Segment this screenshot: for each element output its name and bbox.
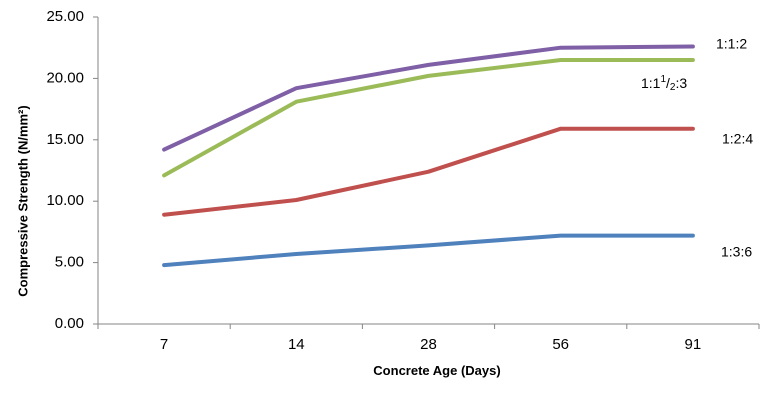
x-axis-title: Concrete Age (Days) (373, 363, 500, 378)
series-label: 1:2:4 (722, 131, 753, 147)
series-label: 1:3:6 (721, 244, 752, 260)
series-line (162, 58, 695, 178)
y-axis-title: Compressive Strength (N/mm²) (15, 105, 30, 296)
series-line (162, 233, 695, 268)
series-labels: 1:1:2 1:11/2:3 1:2:4 1:3:6 (641, 36, 753, 260)
series-line (162, 126, 695, 217)
axes (93, 16, 760, 329)
series-label: 1:11/2:3 (641, 74, 687, 93)
x-tick-label: 14 (288, 336, 305, 353)
x-tick-label: 7 (160, 336, 168, 353)
y-tick-labels: 0.00 5.00 10.00 15.00 20.00 25.00 (46, 8, 84, 332)
y-tick-label: 10.00 (46, 192, 84, 209)
series-line (162, 44, 695, 152)
y-tick-label: 20.00 (46, 69, 84, 86)
y-axis-title-group: Compressive Strength (N/mm²) (15, 105, 30, 296)
y-tick-label: 5.00 (55, 254, 84, 271)
x-tick-label: 56 (552, 336, 569, 353)
y-tick-label: 0.00 (55, 315, 84, 332)
y-tick-label: 25.00 (46, 8, 84, 25)
y-tick-label: 15.00 (46, 131, 84, 148)
series-label: 1:1:2 (716, 36, 747, 52)
x-tick-labels: 7 14 28 56 91 (160, 336, 701, 353)
series-lines (162, 44, 695, 268)
x-tick-label: 91 (685, 336, 702, 353)
x-tick-label: 28 (420, 336, 437, 353)
